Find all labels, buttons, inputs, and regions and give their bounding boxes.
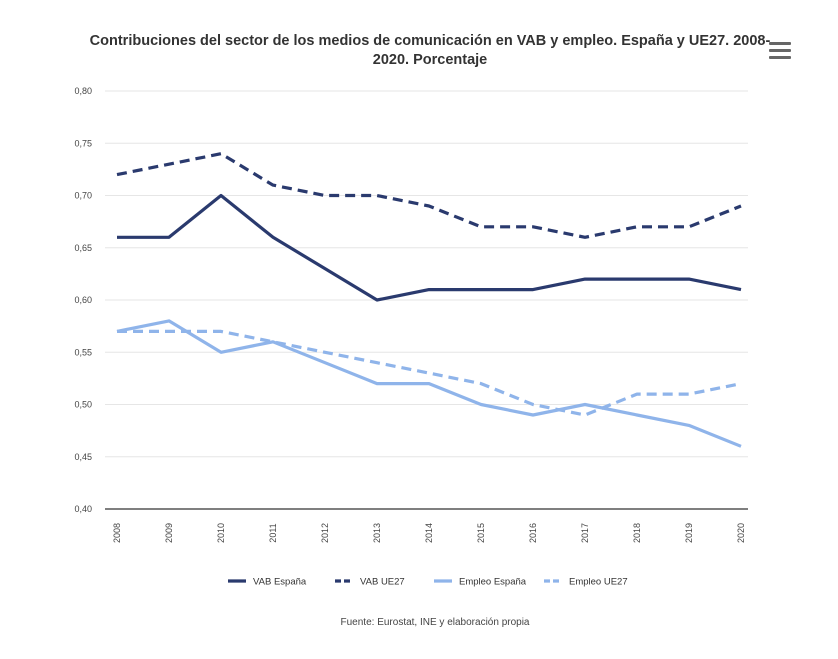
hamburger-menu-icon[interactable] — [769, 42, 791, 62]
chart-title: Contribuciones del sector de los medios … — [89, 33, 771, 68]
y-tick-label: 0,65 — [74, 243, 92, 253]
x-tick-label: 2012 — [320, 523, 330, 543]
legend-item-label: Empleo España — [459, 577, 527, 588]
y-tick-label: 0,40 — [74, 504, 92, 514]
chart-source: Fuente: Eurostat, INE y elaboración prop… — [340, 617, 530, 628]
y-tick-label: 0,80 — [74, 86, 92, 96]
x-tick-label: 2009 — [164, 523, 174, 543]
x-tick-label: 2016 — [528, 523, 538, 543]
x-tick-label: 2014 — [424, 523, 434, 543]
legend-item-label: VAB España — [253, 577, 307, 588]
x-tick-label: 2019 — [684, 523, 694, 543]
y-tick-label: 0,75 — [74, 138, 92, 148]
x-tick-label: 2020 — [736, 523, 746, 543]
x-tick-label: 2017 — [580, 523, 590, 543]
x-tick-label: 2010 — [216, 523, 226, 543]
y-tick-label: 0,55 — [74, 347, 92, 357]
series-line-2 — [116, 152, 742, 239]
y-tick-label: 0,60 — [74, 295, 92, 305]
y-tick-label: 0,45 — [74, 452, 92, 462]
series-line-3 — [116, 319, 742, 448]
x-tick-label: 2008 — [112, 523, 122, 543]
series-line-4 — [117, 329, 742, 417]
y-tick-label: 0,70 — [74, 191, 92, 201]
x-tick-label: 2018 — [632, 523, 642, 543]
legend-item-label: Empleo UE27 — [569, 577, 628, 588]
x-tick-label: 2013 — [372, 523, 382, 543]
series-line-1 — [117, 193, 742, 302]
x-tick-label: 2015 — [476, 523, 486, 543]
x-tick-label: 2011 — [268, 523, 278, 542]
y-tick-label: 0,50 — [74, 400, 92, 410]
legend-item-label: VAB UE27 — [360, 577, 405, 588]
